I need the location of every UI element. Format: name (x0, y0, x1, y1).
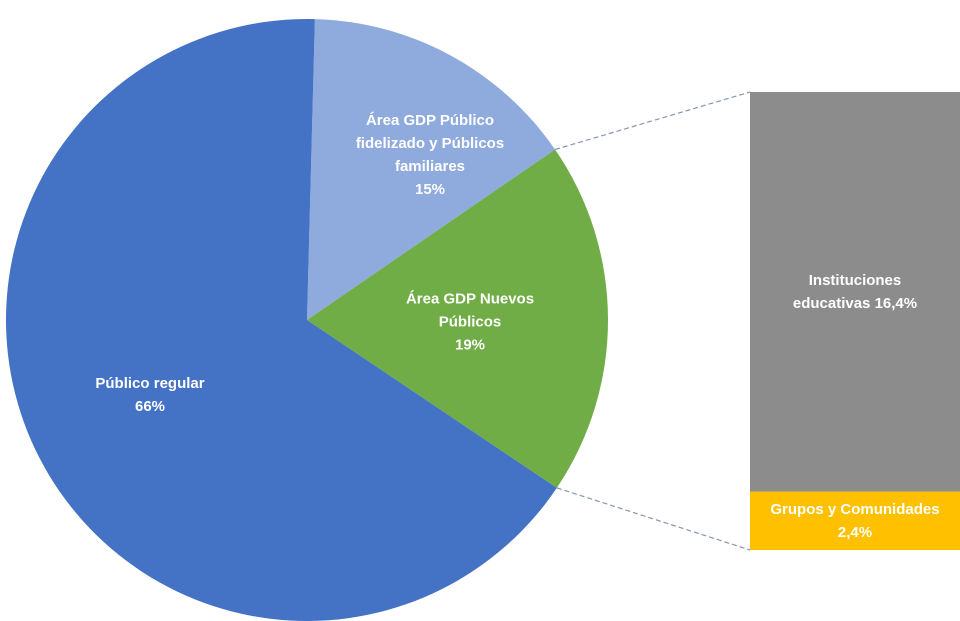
value-label: 2,4% (837, 523, 873, 541)
slice-label: Área GDP Nuevos Públicos 19% (385, 288, 555, 357)
bar-segment (750, 92, 960, 492)
bar-segment (750, 491, 960, 550)
value-label: 16,4% (874, 294, 918, 312)
pie-slice (307, 149, 608, 488)
category-label: Instituciones educativas (792, 271, 902, 312)
slice-label: Público regular 66% (55, 372, 245, 418)
connector (556, 487, 751, 551)
category-label: Grupos y Comunidades (770, 500, 940, 518)
value-label: 19% (454, 336, 486, 354)
pie-slice (6, 19, 557, 621)
value-label: 66% (134, 398, 166, 415)
category-label: Área GDP Nuevos Públicos (405, 290, 535, 331)
category-label: Área GDP Público fidelizado y Públicos f… (355, 112, 505, 175)
value-label: 15% (414, 181, 446, 198)
pie-slice (307, 19, 556, 320)
slice-label: Área GDP Público fidelizado y Públicos f… (345, 109, 515, 201)
bar-label: Instituciones educativas 16,4% (770, 269, 940, 315)
category-label: Público regular (95, 375, 205, 392)
connector (554, 91, 751, 151)
bar-label: Grupos y Comunidades 2,4% (755, 498, 955, 544)
